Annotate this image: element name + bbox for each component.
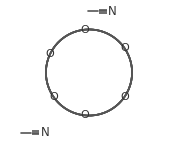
- Text: O: O: [49, 92, 58, 102]
- Text: N: N: [108, 5, 117, 18]
- Text: O: O: [46, 49, 54, 59]
- Text: O: O: [120, 92, 129, 102]
- Text: O: O: [81, 25, 90, 35]
- Text: O: O: [120, 43, 129, 53]
- Text: N: N: [40, 126, 49, 139]
- Text: O: O: [81, 110, 90, 120]
